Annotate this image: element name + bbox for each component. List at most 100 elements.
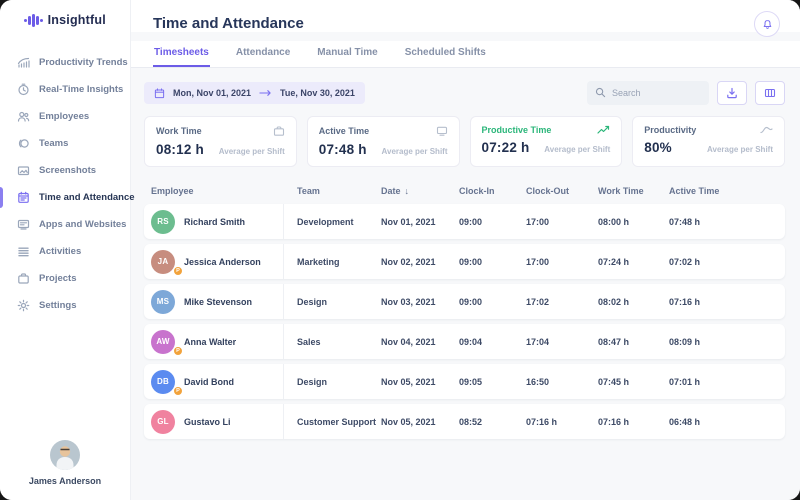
stat-caption: Average per Shift	[218, 147, 285, 156]
employee-avatar: AW	[151, 329, 175, 354]
sidebar-item-label: Real-Time Insights	[39, 84, 124, 95]
sidebar-item-time-and-attendance[interactable]: Time and Attendance	[0, 184, 135, 211]
column-header-employee[interactable]: Employee	[151, 186, 194, 196]
employee-avatar: MS	[151, 289, 175, 314]
sidebar-item-apps-and-websites[interactable]: Apps and Websites	[0, 211, 130, 238]
column-header-clock-in[interactable]: Clock-In	[459, 186, 495, 196]
page-header: Time and Attendance	[131, 0, 800, 37]
pto-badge: P	[173, 346, 183, 356]
logo-text: Insightful	[47, 13, 106, 27]
team-cell: Customer Support	[297, 416, 377, 427]
table-row[interactable]: MS Mike Stevenson Design Nov 03, 2021 09…	[144, 284, 785, 319]
work-time-cell: 08:02 h	[598, 296, 630, 307]
employee-avatar: JA	[151, 249, 175, 274]
clock-out-cell: 17:04	[526, 336, 550, 347]
sidebar-item-label: Productivity Trends	[39, 57, 128, 68]
sidebar-item-label: Teams	[39, 138, 69, 149]
team-cell: Development	[297, 216, 354, 227]
employee-name: David Bond	[184, 376, 235, 387]
export-button[interactable]	[717, 81, 747, 105]
stat-cards: Work Time 08:12 h Average per Shift Acti…	[144, 116, 785, 167]
tab-manual-time[interactable]: Manual Time	[317, 47, 378, 58]
monitor-icon	[17, 218, 30, 231]
date-cell: Nov 02, 2021	[381, 256, 436, 267]
table-row[interactable]: DB P David Bond Design Nov 05, 2021 09:0…	[144, 364, 785, 399]
columns-button[interactable]	[755, 81, 785, 105]
date-range-start: Mon, Nov 01, 2021	[173, 88, 252, 98]
employee-name: Jessica Anderson	[184, 256, 261, 267]
tab-attendance[interactable]: Attendance	[235, 47, 291, 58]
active-time-cell: 06:48 h	[669, 416, 701, 427]
employee-avatar: RS	[151, 209, 175, 234]
work-time-cell: 08:00 h	[598, 216, 630, 227]
sidebar-item-label: Apps and Websites	[39, 219, 127, 230]
sidebar-item-settings[interactable]: Settings	[0, 292, 130, 319]
sidebar-item-screenshots[interactable]: Screenshots	[0, 157, 130, 184]
sidebar-item-productivity-trends[interactable]: Productivity Trends	[0, 49, 130, 76]
date-cell: Nov 01, 2021	[381, 216, 436, 227]
column-header-active-time[interactable]: Active Time	[669, 186, 720, 196]
briefcase-icon	[273, 125, 285, 137]
calendar-icon	[154, 87, 165, 99]
app-logo: Insightful	[0, 13, 130, 27]
current-user[interactable]: James Anderson	[0, 440, 130, 500]
clock-out-cell: 07:16 h	[526, 416, 558, 427]
stat-card-productivity: Productivity 80% Average per Shift	[632, 116, 785, 167]
table-row[interactable]: GL Gustavo Li Customer Support Nov 05, 2…	[144, 404, 785, 439]
stat-value: 07:48 h	[318, 142, 367, 157]
notifications-button[interactable]	[754, 11, 780, 37]
tab-timesheets[interactable]: Timesheets	[153, 41, 210, 67]
tab-scheduled-shifts[interactable]: Scheduled Shifts	[404, 47, 486, 58]
stat-value: 07:22 h	[481, 140, 530, 155]
bell-icon	[762, 19, 773, 30]
sidebar-item-teams[interactable]: Teams	[0, 130, 130, 157]
calendar-icon	[17, 191, 30, 204]
table-row[interactable]: JA P Jessica Anderson Marketing Nov 02, …	[144, 244, 785, 279]
screenshot-icon	[17, 164, 30, 177]
sidebar: Insightful Productivity Trends Real-Time…	[0, 0, 135, 500]
stat-label: Productive Time	[481, 125, 552, 135]
team-cell: Sales	[297, 336, 321, 347]
clock-out-cell: 17:00	[526, 256, 550, 267]
column-header-team[interactable]: Team	[297, 186, 320, 196]
trends-icon	[17, 56, 30, 69]
clock-out-cell: 17:02	[526, 296, 550, 307]
employee-cell: GL Gustavo Li	[151, 404, 284, 439]
clock-out-cell: 16:50	[526, 376, 550, 387]
search-icon	[595, 87, 606, 98]
stopwatch-icon	[17, 83, 30, 96]
monitor-icon	[436, 125, 448, 137]
search-input[interactable]	[587, 81, 709, 105]
employee-cell: DB P David Bond	[151, 364, 284, 399]
table-row[interactable]: AW P Anna Walter Sales Nov 04, 2021 09:0…	[144, 324, 785, 359]
user-avatar	[50, 440, 80, 470]
employee-name: Richard Smith	[184, 216, 246, 227]
team-cell: Design	[297, 376, 328, 387]
sidebar-item-employees[interactable]: Employees	[0, 103, 130, 130]
stat-label: Productivity	[644, 125, 697, 135]
columns-icon	[764, 87, 776, 99]
table-row[interactable]: RS Richard Smith Development Nov 01, 202…	[144, 204, 785, 239]
active-time-cell: 07:01 h	[669, 376, 701, 387]
stat-value: 08:12 h	[156, 142, 204, 157]
stat-caption: Average per Shift	[544, 145, 611, 154]
active-time-cell: 07:48 h	[669, 216, 701, 227]
column-header-work-time[interactable]: Work Time	[598, 186, 644, 196]
clock-in-cell: 09:04	[459, 336, 483, 347]
date-range-picker[interactable]: Mon, Nov 01, 2021 Tue, Nov 30, 2021	[144, 82, 365, 104]
sidebar-item-activities[interactable]: Activities	[0, 238, 130, 265]
search-box	[587, 81, 709, 105]
employee-cell: AW P Anna Walter	[151, 324, 284, 359]
main-area: Time and Attendance Timesheets Attendanc…	[131, 0, 800, 500]
clock-in-cell: 09:05	[459, 376, 483, 387]
sidebar-item-real-time-insights[interactable]: Real-Time Insights	[0, 76, 130, 103]
sidebar-item-projects[interactable]: Projects	[0, 265, 130, 292]
column-header-clock-out[interactable]: Clock-Out	[526, 186, 570, 196]
team-cell: Marketing	[297, 256, 340, 267]
trend-icon	[760, 125, 773, 135]
date-cell: Nov 05, 2021	[381, 376, 436, 387]
clock-in-cell: 09:00	[459, 296, 483, 307]
column-header-date[interactable]: Date ↓	[381, 186, 410, 196]
date-cell: Nov 03, 2021	[381, 296, 436, 307]
